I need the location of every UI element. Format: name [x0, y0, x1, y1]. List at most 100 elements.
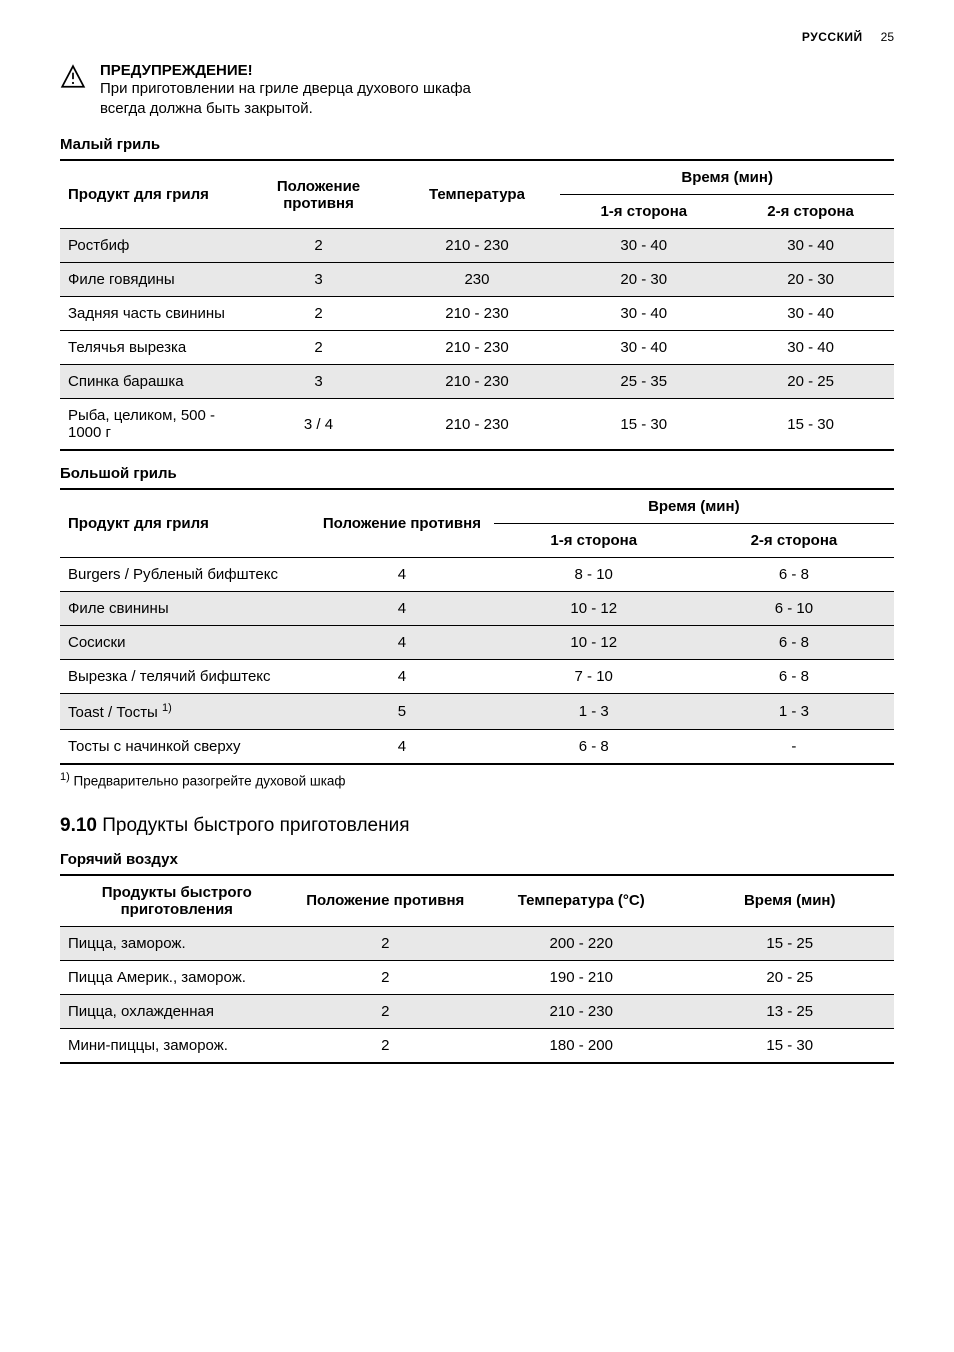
cell-rackpos: 2: [294, 960, 477, 994]
section-910-number: 9.10: [60, 815, 97, 836]
cell-rackpos: 2: [243, 331, 393, 365]
th3-rackpos: Положение противня: [294, 875, 477, 927]
cell-side2: 30 - 40: [727, 229, 894, 263]
cell-side1: 10 - 12: [494, 592, 694, 626]
cell-side2: 6 - 10: [694, 592, 894, 626]
cell-temp: 200 - 220: [477, 926, 686, 960]
table-row: Рыба, целиком, 500 - 1000 г3 / 4210 - 23…: [60, 399, 894, 451]
cell-side1: 20 - 30: [560, 263, 727, 297]
th-time-group: Время (мин): [560, 160, 894, 195]
cell-side1: 25 - 35: [560, 365, 727, 399]
cell-rackpos: 2: [294, 1028, 477, 1063]
cell-product: Пицца Америк., заморож.: [60, 960, 294, 994]
cell-rackpos: 3: [243, 365, 393, 399]
th3-time: Время (мин): [685, 875, 894, 927]
cell-product: Burgers / Рубленый бифштекс: [60, 558, 310, 592]
cell-temp: 210 - 230: [394, 229, 561, 263]
table-row: Мини-пиццы, заморож.2180 - 20015 - 30: [60, 1028, 894, 1063]
th-rackpos: Положение противня: [243, 160, 393, 229]
cell-product: Toast / Тосты 1): [60, 694, 310, 730]
cell-side2: 20 - 25: [727, 365, 894, 399]
table-row: Спинка барашка3210 - 23025 - 3520 - 25: [60, 365, 894, 399]
cell-side1: 8 - 10: [494, 558, 694, 592]
cell-product: Сосиски: [60, 626, 310, 660]
cell-time: 15 - 30: [685, 1028, 894, 1063]
cell-product: Тосты с начинкой сверху: [60, 730, 310, 765]
th2-side1: 1-я сторона: [494, 524, 694, 558]
table-row: Ростбиф2210 - 23030 - 4030 - 40: [60, 229, 894, 263]
table3-body: Пицца, заморож.2200 - 22015 - 25Пицца Ам…: [60, 926, 894, 1063]
warning-body: ПРЕДУПРЕЖДЕНИЕ! При приготовлении на гри…: [100, 62, 480, 118]
cell-side1: 1 - 3: [494, 694, 694, 730]
cell-side1: 30 - 40: [560, 229, 727, 263]
table-row: Burgers / Рубленый бифштекс48 - 106 - 8: [60, 558, 894, 592]
page-header: РУССКИЙ 25: [60, 30, 894, 44]
cell-rackpos: 4: [310, 730, 493, 765]
th-side2: 2-я сторона: [727, 195, 894, 229]
table-row: Пицца, охлажденная2210 - 23013 - 25: [60, 994, 894, 1028]
section-910-title: Продукты быстрого приготовления: [102, 815, 409, 836]
th3-product: Продукты быстрого приготовления: [60, 875, 294, 927]
cell-rackpos: 5: [310, 694, 493, 730]
cell-temp: 210 - 230: [394, 331, 561, 365]
cell-rackpos: 2: [294, 926, 477, 960]
cell-rackpos: 3 / 4: [243, 399, 393, 451]
th-product: Продукт для гриля: [60, 160, 243, 229]
cell-product: Филе говядины: [60, 263, 243, 297]
cell-product: Пицца, охлажденная: [60, 994, 294, 1028]
cell-side2: 15 - 30: [727, 399, 894, 451]
table-large-grill: Продукт для гриля Положение противня Вре…: [60, 488, 894, 765]
cell-temp: 210 - 230: [394, 297, 561, 331]
th2-rackpos: Положение противня: [310, 489, 493, 558]
table-row: Пицца, заморож.2200 - 22015 - 25: [60, 926, 894, 960]
cell-rackpos: 2: [243, 229, 393, 263]
cell-side1: 10 - 12: [494, 626, 694, 660]
th2-product: Продукт для гриля: [60, 489, 310, 558]
page-language: РУССКИЙ: [802, 30, 863, 44]
table1-body: Ростбиф2210 - 23030 - 4030 - 40Филе говя…: [60, 229, 894, 451]
cell-product: Задняя часть свинины: [60, 297, 243, 331]
cell-rackpos: 4: [310, 626, 493, 660]
table-row: Задняя часть свинины2210 - 23030 - 4030 …: [60, 297, 894, 331]
cell-rackpos: 2: [243, 297, 393, 331]
th-side1: 1-я сторона: [560, 195, 727, 229]
cell-side1: 6 - 8: [494, 730, 694, 765]
table-row: Вырезка / телячий бифштекс47 - 106 - 8: [60, 660, 894, 694]
warning-block: ПРЕДУПРЕЖДЕНИЕ! При приготовлении на гри…: [60, 62, 480, 118]
cell-side1: 30 - 40: [560, 331, 727, 365]
cell-rackpos: 4: [310, 592, 493, 626]
cell-product: Вырезка / телячий бифштекс: [60, 660, 310, 694]
warning-icon: [60, 62, 86, 90]
th-temp: Температура: [394, 160, 561, 229]
table-small-grill: Продукт для гриля Положение противня Тем…: [60, 159, 894, 451]
cell-rackpos: 2: [294, 994, 477, 1028]
cell-side2: 30 - 40: [727, 297, 894, 331]
cell-product: Мини-пиццы, заморож.: [60, 1028, 294, 1063]
footnote-text: Предварительно разогрейте духовой шкаф: [74, 774, 346, 789]
warning-text: При приготовлении на гриле дверца духово…: [100, 79, 480, 118]
cell-side2: 1 - 3: [694, 694, 894, 730]
cell-product: Рыба, целиком, 500 - 1000 г: [60, 399, 243, 451]
th3-temp: Температура (°C): [477, 875, 686, 927]
warning-title: ПРЕДУПРЕЖДЕНИЕ!: [100, 62, 480, 79]
table-convection: Продукты быстрого приготовления Положени…: [60, 874, 894, 1064]
cell-time: 20 - 25: [685, 960, 894, 994]
table-row: Сосиски410 - 126 - 8: [60, 626, 894, 660]
cell-time: 13 - 25: [685, 994, 894, 1028]
cell-time: 15 - 25: [685, 926, 894, 960]
cell-side1: 7 - 10: [494, 660, 694, 694]
table-row: Филе говядины323020 - 3020 - 30: [60, 263, 894, 297]
th2-side2: 2-я сторона: [694, 524, 894, 558]
cell-side2: -: [694, 730, 894, 765]
cell-side2: 20 - 30: [727, 263, 894, 297]
cell-temp: 180 - 200: [477, 1028, 686, 1063]
th2-time-group: Время (мин): [494, 489, 894, 524]
cell-side2: 6 - 8: [694, 626, 894, 660]
table-row: Телячья вырезка2210 - 23030 - 4030 - 40: [60, 331, 894, 365]
cell-product: Филе свинины: [60, 592, 310, 626]
page-number: 25: [881, 30, 894, 44]
cell-temp: 210 - 230: [394, 365, 561, 399]
cell-product: Ростбиф: [60, 229, 243, 263]
table2-footnote: 1) Предварительно разогрейте духовой шка…: [60, 771, 894, 789]
section-910-heading: 9.10 Продукты быстрого приготовления: [60, 815, 894, 837]
